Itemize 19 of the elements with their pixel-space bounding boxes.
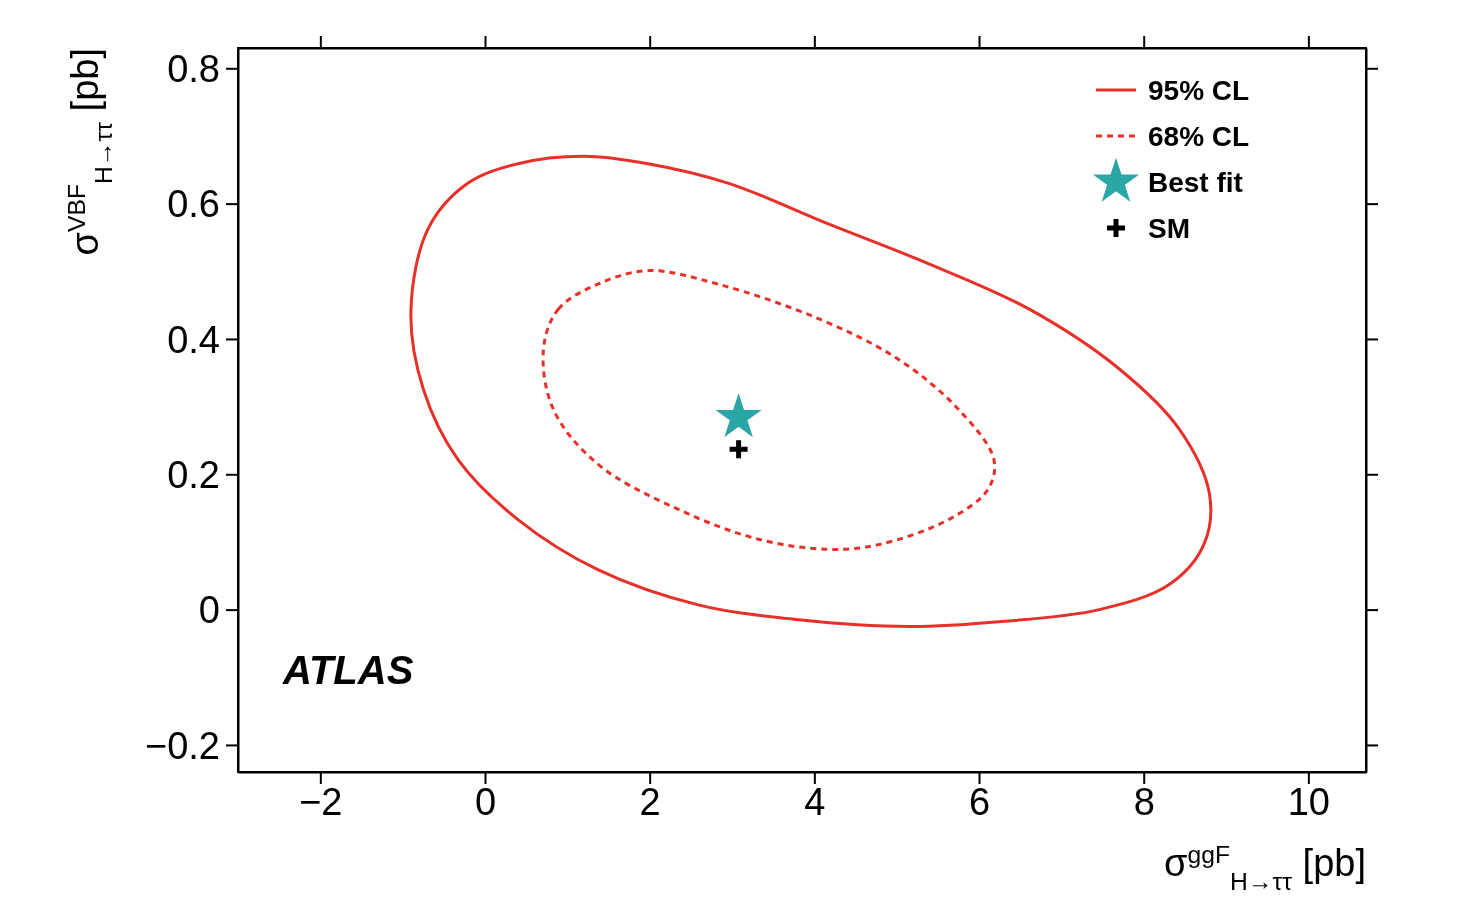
legend-label: SM — [1148, 213, 1190, 244]
x-tick-label: 6 — [968, 780, 991, 823]
x-tick-label: −2 — [299, 780, 343, 823]
x-tick-label: 0 — [474, 780, 497, 823]
legend-label: 95% CL — [1148, 75, 1250, 106]
annotation: ATLAS — [282, 648, 414, 692]
x-tick-label: 8 — [1133, 780, 1155, 823]
y-tick-label: 0.8 — [167, 48, 220, 91]
y-tick-label: 0 — [198, 589, 220, 632]
y-tick-label: 0.2 — [167, 454, 220, 497]
x-tick-label: 2 — [639, 780, 661, 823]
legend-label: 68% CL — [1148, 121, 1250, 152]
x-tick-label: 4 — [804, 780, 826, 823]
legend-label: Best fit — [1148, 167, 1243, 198]
x-axis-title: σ$^{ggF}$$_{H→ττ}$ [pb] — [1164, 840, 1366, 895]
y-tick-label: 0.4 — [167, 318, 220, 361]
y-tick-label: 0.6 — [167, 183, 220, 226]
y-tick-label: −0.2 — [144, 724, 220, 767]
x-tick-label: 10 — [1287, 780, 1331, 823]
